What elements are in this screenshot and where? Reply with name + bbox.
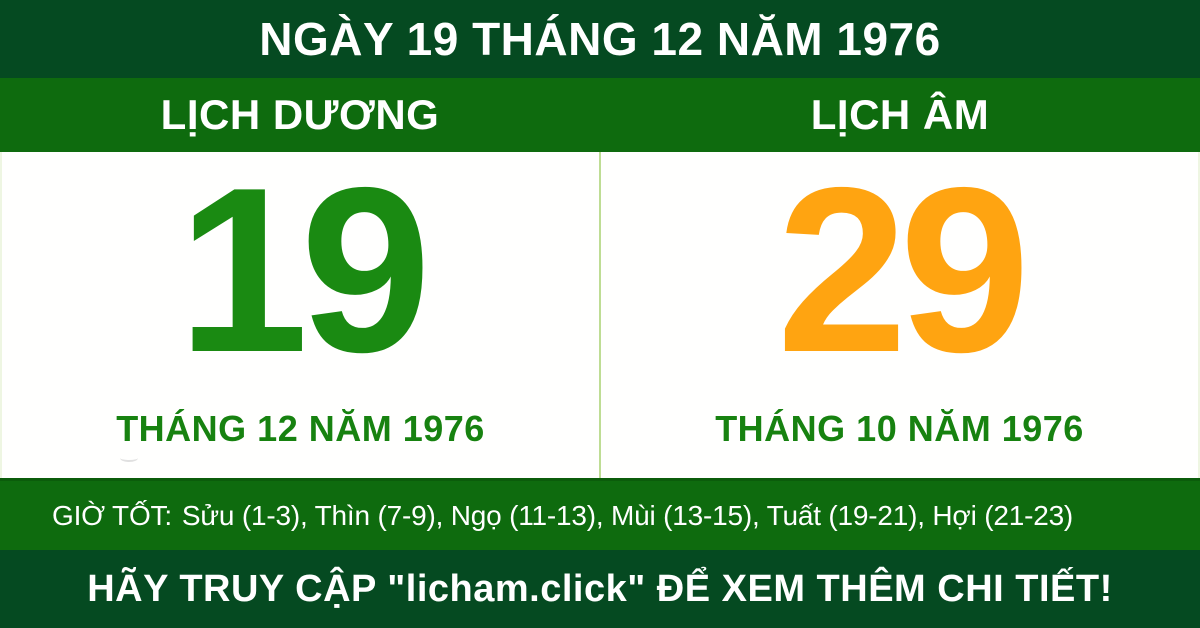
lunar-panel: 29 THÁNG 10 NĂM 1976 bbox=[601, 152, 1198, 478]
tabs-bar: LỊCH DƯƠNG LỊCH ÂM bbox=[0, 78, 1200, 152]
footer-cta-text: HÃY TRUY CẬP "licham.click" ĐỂ XEM THÊM … bbox=[87, 567, 1113, 610]
solar-month-year: THÁNG 12 NĂM 1976 bbox=[116, 408, 485, 449]
tab-lunar-calendar[interactable]: LỊCH ÂM bbox=[600, 78, 1200, 152]
solar-panel: 19 THÁNG 12 NĂM 1976 bbox=[2, 152, 599, 478]
solar-day-number: 19 bbox=[177, 138, 431, 401]
panel-divider bbox=[599, 152, 601, 478]
lunar-month-year: THÁNG 10 NĂM 1976 bbox=[715, 408, 1084, 449]
tab-solar-label: LỊCH DƯƠNG bbox=[160, 91, 440, 138]
day-panels: 19 THÁNG 12 NĂM 1976 29 THÁNG 10 NĂM 197… bbox=[0, 152, 1200, 478]
good-hours-list: Sửu (1-3), Thìn (7-9), Ngọ (11-13), Mùi … bbox=[181, 499, 1074, 531]
tab-lunar-label: LỊCH ÂM bbox=[810, 91, 990, 138]
tab-solar-calendar[interactable]: LỊCH DƯƠNG bbox=[0, 78, 600, 152]
header-bar: NGÀY 19 THÁNG 12 NĂM 1976 bbox=[0, 0, 1200, 78]
footer-bar: HÃY TRUY CẬP "licham.click" ĐỂ XEM THÊM … bbox=[0, 550, 1200, 628]
good-hours-bar: GIỜ TỐT: Sửu (1-3), Thìn (7-9), Ngọ (11-… bbox=[0, 478, 1200, 550]
page-curl-decoration bbox=[120, 454, 138, 462]
lunar-day-number: 29 bbox=[776, 138, 1030, 401]
header-date-title: NGÀY 19 THÁNG 12 NĂM 1976 bbox=[259, 13, 941, 65]
good-hours-label: GIỜ TỐT: bbox=[52, 499, 172, 531]
